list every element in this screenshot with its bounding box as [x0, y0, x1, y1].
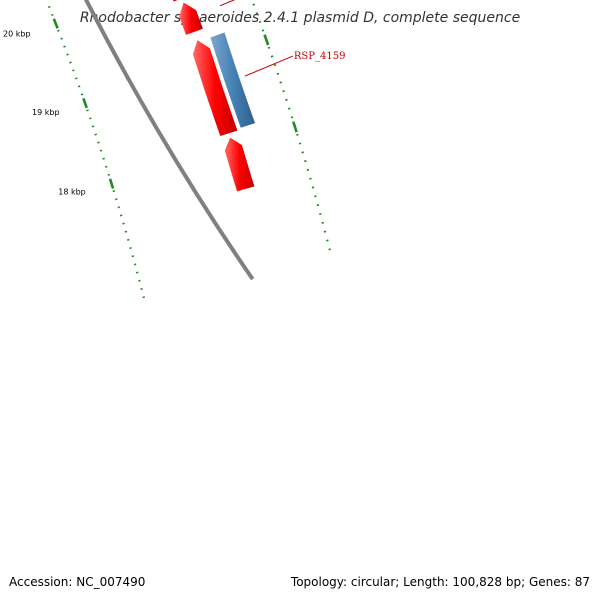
gene-arrow[interactable]: [179, 2, 203, 35]
ruler-major-tick: [108, 178, 115, 189]
ruler-tick-label: 18 kbp: [58, 188, 86, 197]
cog-band: [210, 32, 256, 128]
ruler-dotted-track: [45, 0, 145, 299]
outer-dot: [261, 29, 265, 32]
gene-arrow-partial: [224, 137, 255, 192]
outer-dot: [273, 63, 277, 67]
gene-label[interactable]: RSP_4159: [294, 51, 346, 62]
gene-arrow[interactable]: [130, 0, 191, 2]
outer-dot: [290, 116, 294, 119]
label-leader-line: [244, 55, 294, 77]
ruler-dot: [66, 53, 69, 56]
outer-dot: [255, 12, 259, 15]
outer-major-tick: [292, 121, 298, 133]
outer-major-tick: [263, 34, 270, 46]
label-leader-line: [219, 0, 236, 7]
cog-track: [210, 32, 256, 128]
ruler-ticks: [52, 18, 298, 189]
ruler-dot: [57, 29, 60, 32]
ruler-dot: [72, 69, 75, 72]
outer-dotted-track: [252, 3, 331, 251]
gene-track: [130, 0, 255, 192]
plasmid-backbone: [83, 0, 255, 281]
map-title: Rhodobacter sphaeroides 2.4.1 plasmid D,…: [80, 10, 520, 26]
ruler-tick-label: 19 kbp: [32, 108, 60, 117]
outer-dot: [285, 98, 288, 101]
ruler-major-tick: [52, 18, 59, 29]
ruler-dot: [80, 93, 84, 96]
outer-dot: [270, 55, 274, 58]
outer-dot: [258, 20, 262, 24]
ruler-dot: [69, 61, 72, 64]
ruler-dot: [77, 85, 81, 88]
summary-text: Topology: circular; Length: 100,828 bp; …: [290, 575, 590, 589]
outer-dot: [252, 3, 256, 6]
ruler-dot: [60, 37, 63, 40]
accession-text: Accession: NC_007490: [9, 575, 145, 589]
gene-labels: RSP_4159RSP_4160RSP_4161RSP_4162RSP_7386…: [219, 0, 346, 77]
outer-dot: [279, 81, 283, 84]
outer-dot: [276, 72, 280, 75]
ruler-dot: [74, 77, 78, 80]
ruler-dot: [63, 45, 66, 48]
outer-dot: [287, 107, 291, 110]
outer-dot: [282, 90, 285, 93]
ruler-tick-label: 20 kbp: [3, 29, 31, 38]
ruler-dot: [51, 13, 54, 17]
outer-dot: [267, 46, 271, 49]
ruler-major-tick: [82, 97, 88, 109]
gene-arrow[interactable]: [192, 40, 238, 137]
ruler-dot: [47, 5, 51, 9]
